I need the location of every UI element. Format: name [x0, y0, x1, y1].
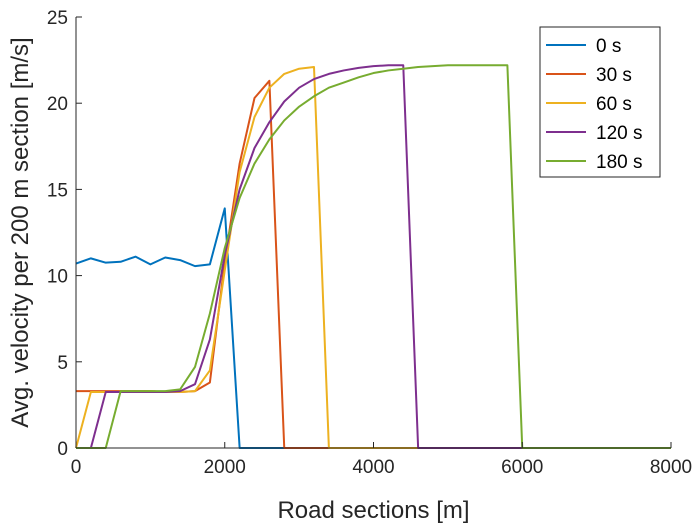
- y-axis-label: Avg. velocity per 200 m section [m/s]: [7, 37, 34, 427]
- series-line-0-s: [75, 207, 671, 449]
- y-tick-label: 10: [47, 267, 68, 288]
- legend-label: 120 s: [596, 123, 642, 144]
- y-tick-label: 25: [47, 8, 68, 29]
- legend-box: [539, 26, 661, 178]
- y-tick-label: 20: [47, 94, 68, 115]
- x-tick-label: 0: [71, 457, 82, 478]
- series-line-180-s: [76, 64, 671, 449]
- x-tick-label: 4000: [352, 457, 394, 478]
- legend-label: 30 s: [596, 65, 632, 86]
- x-axis-label: Road sections [m]: [277, 497, 469, 524]
- x-ticks: 0 2000 4000 6000 8000: [71, 442, 692, 478]
- x-tick-label: 6000: [501, 457, 543, 478]
- y-ticks: 0 5 10 15 20 25: [47, 8, 82, 460]
- legend: 0 s 30 s 60 s 120 s 180 s: [539, 26, 661, 178]
- y-tick-label: 0: [57, 439, 68, 460]
- legend-label: 0 s: [596, 36, 621, 57]
- y-tick-label: 15: [47, 180, 68, 201]
- x-tick-label: 8000: [650, 457, 692, 478]
- legend-label: 180 s: [596, 152, 642, 173]
- y-tick-label: 5: [57, 353, 68, 374]
- series-layer: [75, 64, 671, 449]
- legend-label: 60 s: [596, 94, 632, 115]
- x-tick-label: 2000: [204, 457, 246, 478]
